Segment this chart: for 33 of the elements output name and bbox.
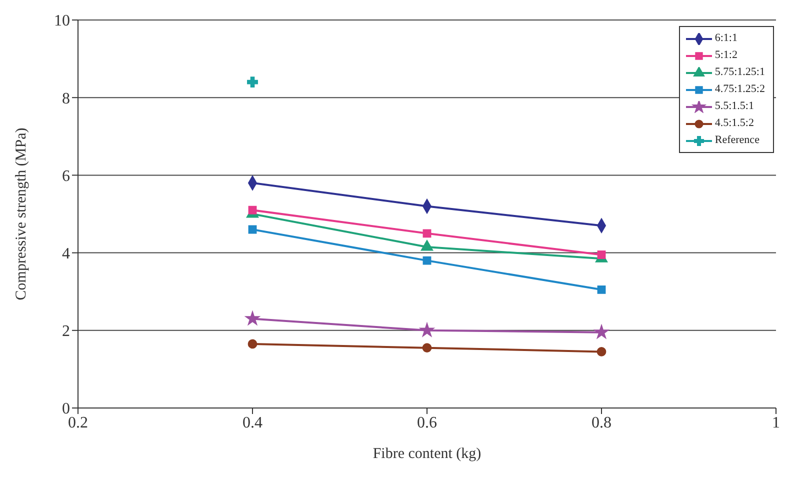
point (248, 206, 257, 214)
y-axis-title: Compressive strength (MPa) (13, 128, 30, 300)
point (422, 343, 432, 353)
point (420, 322, 434, 337)
y-tick-label: 10 (54, 12, 70, 30)
y-tick-label: 4 (62, 245, 70, 262)
x-tick-label: 0.4 (242, 414, 262, 432)
point (597, 285, 606, 294)
point (245, 311, 260, 325)
y-tick-label: 6 (62, 168, 70, 185)
legend-label: 4.5:1.5:2 (714, 116, 754, 131)
point (594, 324, 609, 339)
legend-label: 5.75:1.25:1 (714, 65, 765, 80)
point (248, 339, 258, 349)
y-tick-label: 8 (62, 90, 70, 108)
point (597, 250, 606, 259)
point (248, 225, 257, 234)
y-tick-label: 0 (62, 400, 70, 418)
y-tick-label: 2 (62, 323, 70, 340)
point (596, 347, 606, 356)
x-axis-title: Fibre content (kg) (372, 446, 482, 462)
legend-label: 6:1:1 (714, 31, 738, 46)
x-tick-label: 1 (772, 414, 780, 432)
x-tick-label: 0.8 (592, 414, 612, 432)
legend-label: Reference (714, 133, 760, 148)
point (422, 229, 432, 238)
legend-label: 4.75:1.25:2 (714, 82, 765, 97)
point (422, 256, 432, 265)
x-tick-label: 0.6 (417, 414, 437, 432)
legend-label: 5.5:1.5:1 (714, 99, 754, 114)
legend-label: 5:1:2 (714, 48, 738, 63)
point (247, 76, 258, 88)
x-tick-label: 0.2 (68, 414, 88, 432)
